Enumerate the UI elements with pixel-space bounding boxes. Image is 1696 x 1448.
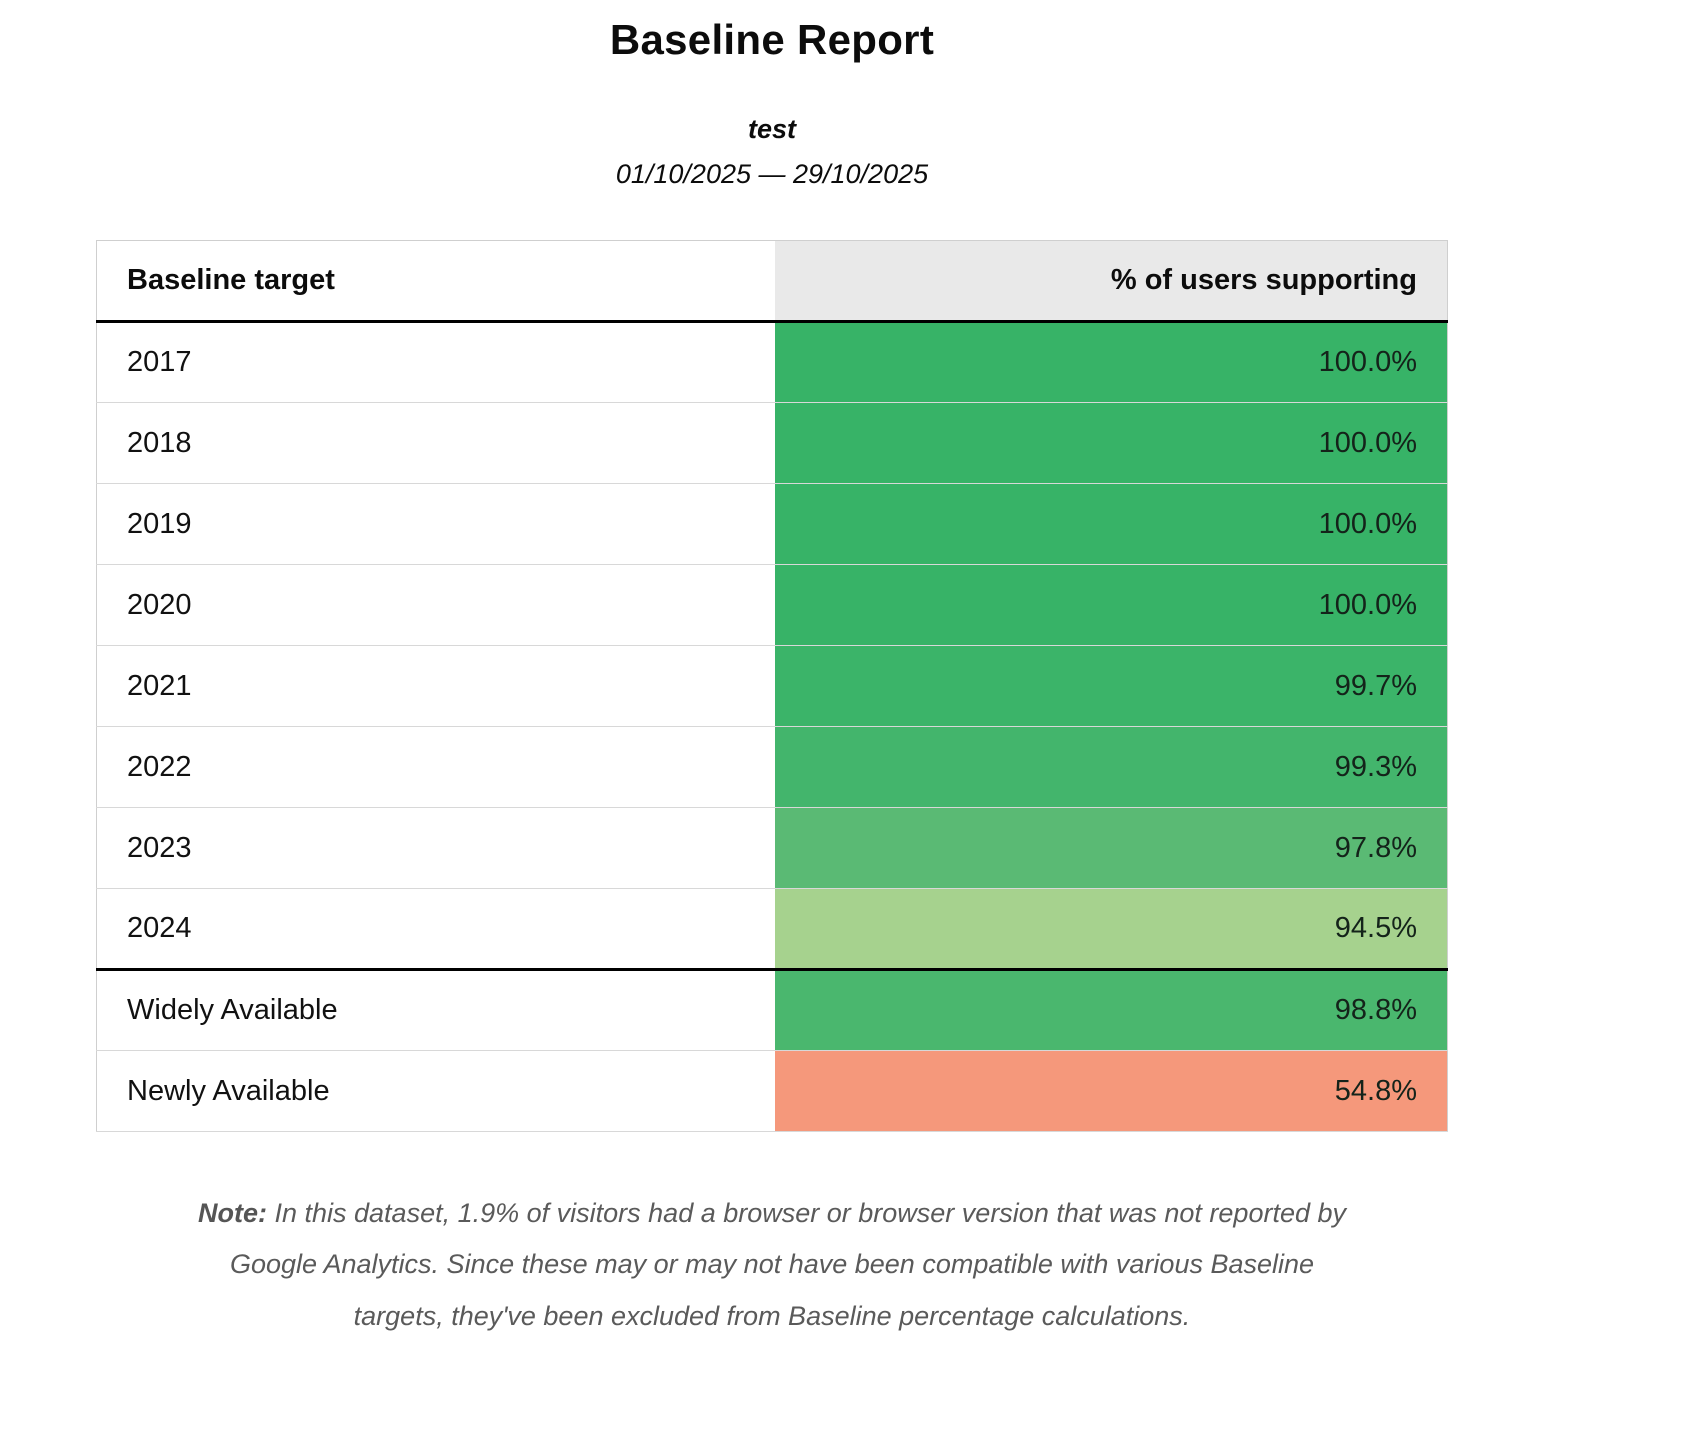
table-row: Newly Available 54.8% [96, 1050, 1448, 1132]
percent-cell: 98.8% [774, 969, 1448, 1051]
table-row: 2020 100.0% [96, 564, 1448, 646]
percent-cell: 54.8% [774, 1050, 1448, 1132]
footnote-label: Note: [197, 1198, 267, 1228]
baseline-target-cell: 2024 [96, 888, 775, 970]
table-row: 2019 100.0% [96, 483, 1448, 565]
percent-cell: 97.8% [774, 807, 1448, 889]
baseline-target-cell: 2018 [96, 402, 775, 484]
table-row: 2023 97.8% [96, 807, 1448, 889]
baseline-target-cell: 2022 [96, 726, 775, 808]
baseline-target-cell: Newly Available [96, 1050, 775, 1132]
table-header-row: Baseline target % of users supporting [96, 240, 1448, 322]
percent-cell: 100.0% [774, 402, 1448, 484]
table-row: 2021 99.7% [96, 645, 1448, 727]
baseline-target-cell: Widely Available [96, 969, 775, 1051]
table-row: 2022 99.3% [96, 726, 1448, 808]
percent-cell: 100.0% [774, 321, 1448, 403]
baseline-target-cell: 2019 [96, 483, 775, 565]
table-row: Widely Available 98.8% [96, 969, 1448, 1051]
footnote: Note: In this dataset, 1.9% of visitors … [182, 1188, 1362, 1342]
percent-cell: 99.7% [774, 645, 1448, 727]
baseline-report-page: Baseline Report test 01/10/2025 — 29/10/… [96, 0, 1448, 1342]
column-header-baseline-target: Baseline target [96, 240, 775, 322]
report-subtitle: test [747, 114, 796, 144]
footnote-text: In this dataset, 1.9% of visitors had a … [229, 1198, 1347, 1331]
baseline-table: Baseline target % of users supporting 20… [96, 240, 1448, 1132]
percent-cell: 100.0% [774, 564, 1448, 646]
table-row: 2017 100.0% [96, 321, 1448, 403]
table-row: 2018 100.0% [96, 402, 1448, 484]
baseline-target-cell: 2020 [96, 564, 775, 646]
percent-cell: 99.3% [774, 726, 1448, 808]
percent-cell: 94.5% [774, 888, 1448, 970]
baseline-target-cell: 2023 [96, 807, 775, 889]
report-date-range: 01/10/2025 — 29/10/2025 [615, 159, 929, 189]
column-header-percent-supporting: % of users supporting [774, 240, 1448, 322]
table-row: 2024 94.5% [96, 888, 1448, 970]
page-title: Baseline Report [609, 16, 935, 63]
baseline-target-cell: 2021 [96, 645, 775, 727]
baseline-target-cell: 2017 [96, 321, 775, 403]
percent-cell: 100.0% [774, 483, 1448, 565]
